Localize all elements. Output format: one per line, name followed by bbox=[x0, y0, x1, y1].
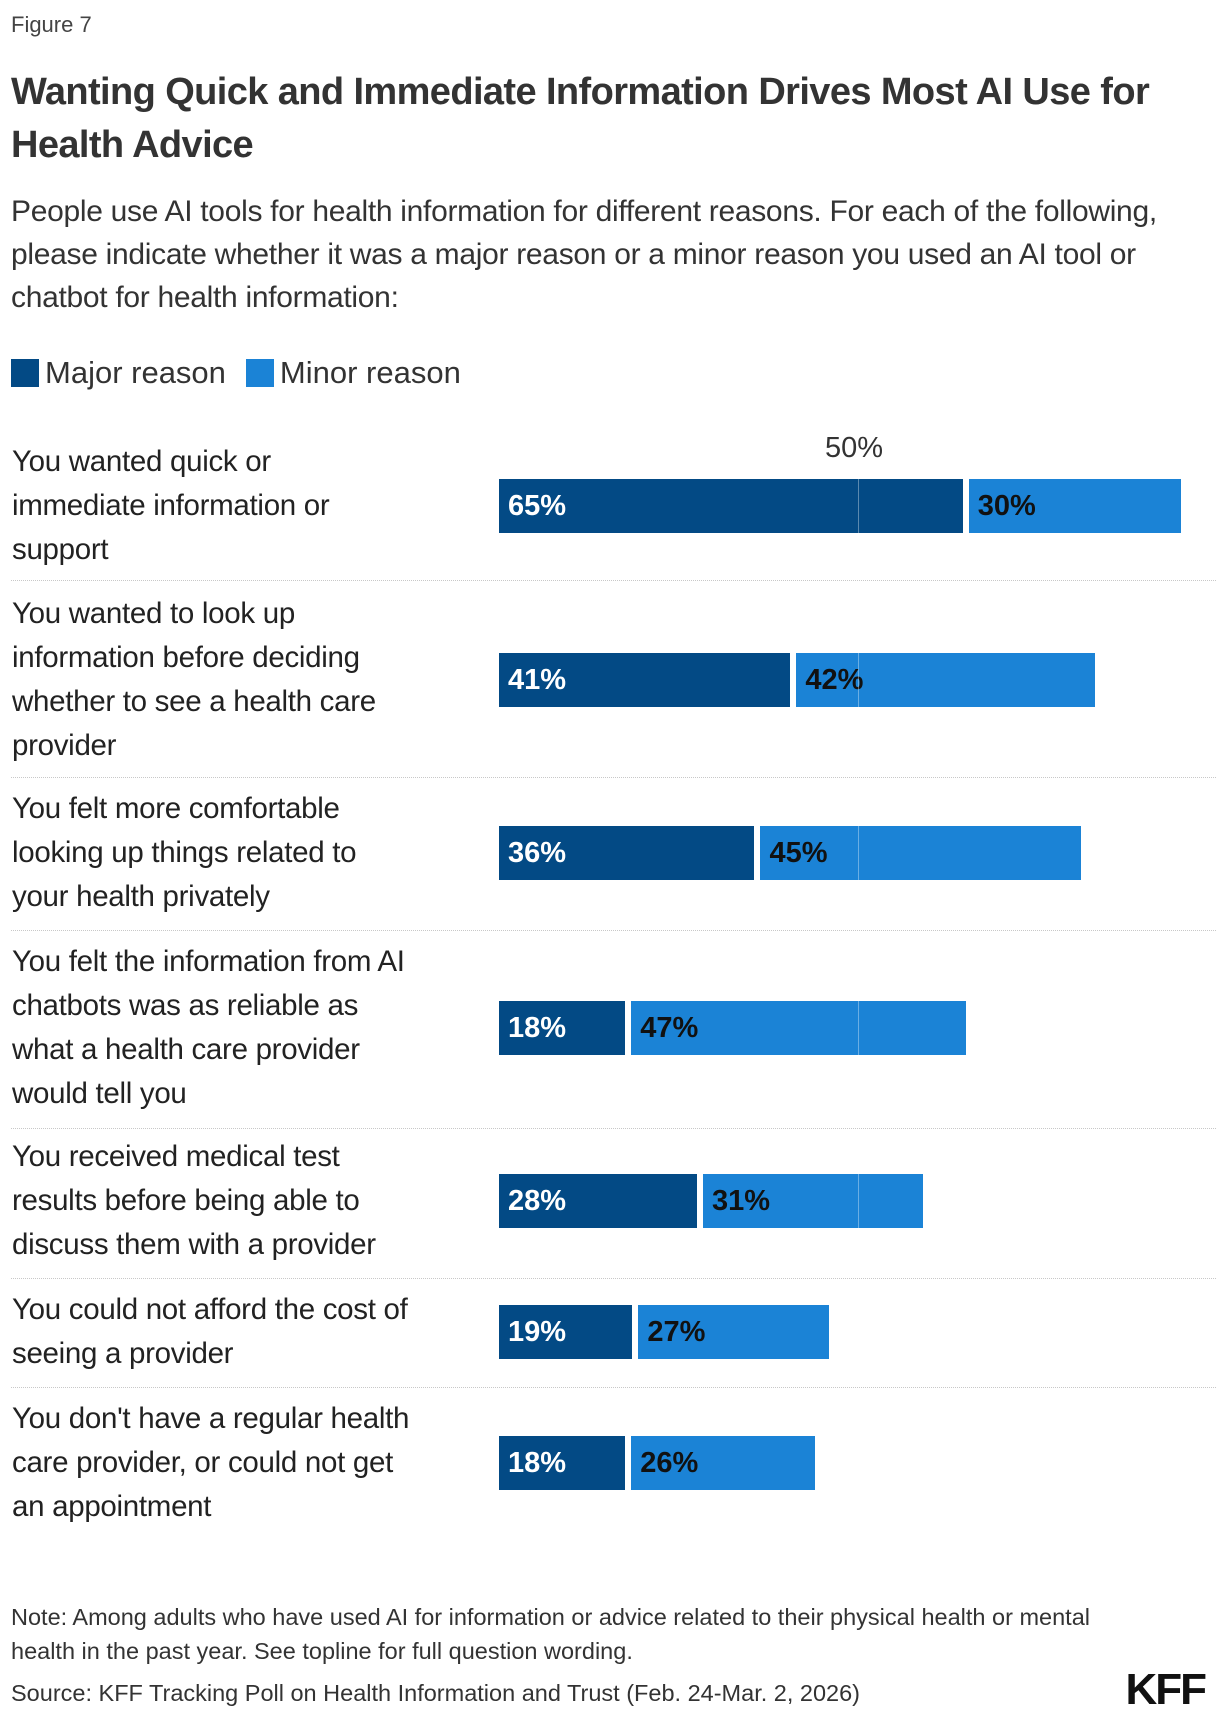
bar-major bbox=[499, 1174, 698, 1228]
data-label-major: 41% bbox=[508, 664, 567, 696]
category-label: You wanted to look up information before… bbox=[12, 597, 376, 762]
data-label-major: 36% bbox=[508, 837, 567, 869]
category-label: You don't have a regular health care pro… bbox=[12, 1402, 410, 1523]
figure-label: Figure 7 bbox=[11, 12, 92, 37]
reference-line-50 bbox=[858, 479, 859, 1490]
bar-minor bbox=[796, 653, 1095, 707]
bar-major bbox=[499, 1305, 633, 1359]
data-label-minor: 27% bbox=[647, 1316, 706, 1348]
bar-major bbox=[499, 1001, 626, 1055]
legend: Major reason Minor reason bbox=[11, 355, 481, 391]
chart-subtitle: People use AI tools for health informati… bbox=[11, 195, 1157, 314]
data-label-minor: 42% bbox=[805, 664, 864, 696]
category-label: You could not afford the cost of seeing … bbox=[12, 1293, 408, 1370]
bar-major bbox=[499, 479, 963, 533]
bar-minor bbox=[760, 826, 1081, 880]
bar-minor bbox=[638, 1305, 830, 1359]
data-label-minor: 26% bbox=[640, 1447, 699, 1479]
kff-logo: KFF bbox=[1125, 1665, 1207, 1712]
bar-major bbox=[499, 1436, 626, 1490]
row-divider bbox=[11, 777, 1216, 778]
category-label: You felt the information from AI chatbot… bbox=[12, 945, 405, 1110]
row-divider bbox=[11, 1128, 1216, 1129]
legend-label-major: Major reason bbox=[45, 355, 226, 390]
data-label-major: 18% bbox=[508, 1447, 567, 1479]
data-label-minor: 30% bbox=[977, 490, 1036, 522]
row-divider bbox=[11, 930, 1216, 931]
chart-note: Note: Among adults who have used AI for … bbox=[11, 1604, 1090, 1664]
chart-source: Source: KFF Tracking Poll on Health Info… bbox=[11, 1680, 861, 1706]
legend-label-minor: Minor reason bbox=[279, 355, 461, 390]
legend-item-minor: Minor reason bbox=[245, 355, 461, 391]
legend-item-major: Major reason bbox=[11, 355, 226, 391]
bar-minor bbox=[703, 1174, 923, 1228]
data-label-major: 65% bbox=[508, 490, 567, 522]
data-label-major: 28% bbox=[508, 1185, 567, 1217]
legend-swatch-minor bbox=[245, 359, 274, 387]
chart-title: Wanting Quick and Immediate Information … bbox=[11, 71, 1150, 166]
data-label-major: 18% bbox=[508, 1012, 567, 1044]
data-label-major: 19% bbox=[508, 1316, 567, 1348]
legend-swatch-major bbox=[11, 359, 39, 387]
category-label: You received medical test results before… bbox=[12, 1140, 376, 1261]
row-divider bbox=[11, 1387, 1216, 1388]
bar-minor bbox=[631, 1436, 815, 1490]
reference-line-label: 50% bbox=[825, 432, 884, 464]
bar-minor bbox=[631, 1001, 966, 1055]
bar-minor bbox=[968, 479, 1182, 533]
category-label: You wanted quick or immediate informatio… bbox=[12, 445, 330, 566]
row-divider bbox=[11, 1278, 1216, 1279]
bar-major bbox=[499, 653, 791, 707]
data-label-minor: 47% bbox=[640, 1012, 699, 1044]
category-label: You felt more comfortable looking up thi… bbox=[12, 792, 357, 913]
data-label-minor: 45% bbox=[769, 837, 828, 869]
data-label-minor: 31% bbox=[712, 1185, 771, 1217]
row-divider bbox=[11, 580, 1216, 581]
bar-major bbox=[499, 826, 755, 880]
